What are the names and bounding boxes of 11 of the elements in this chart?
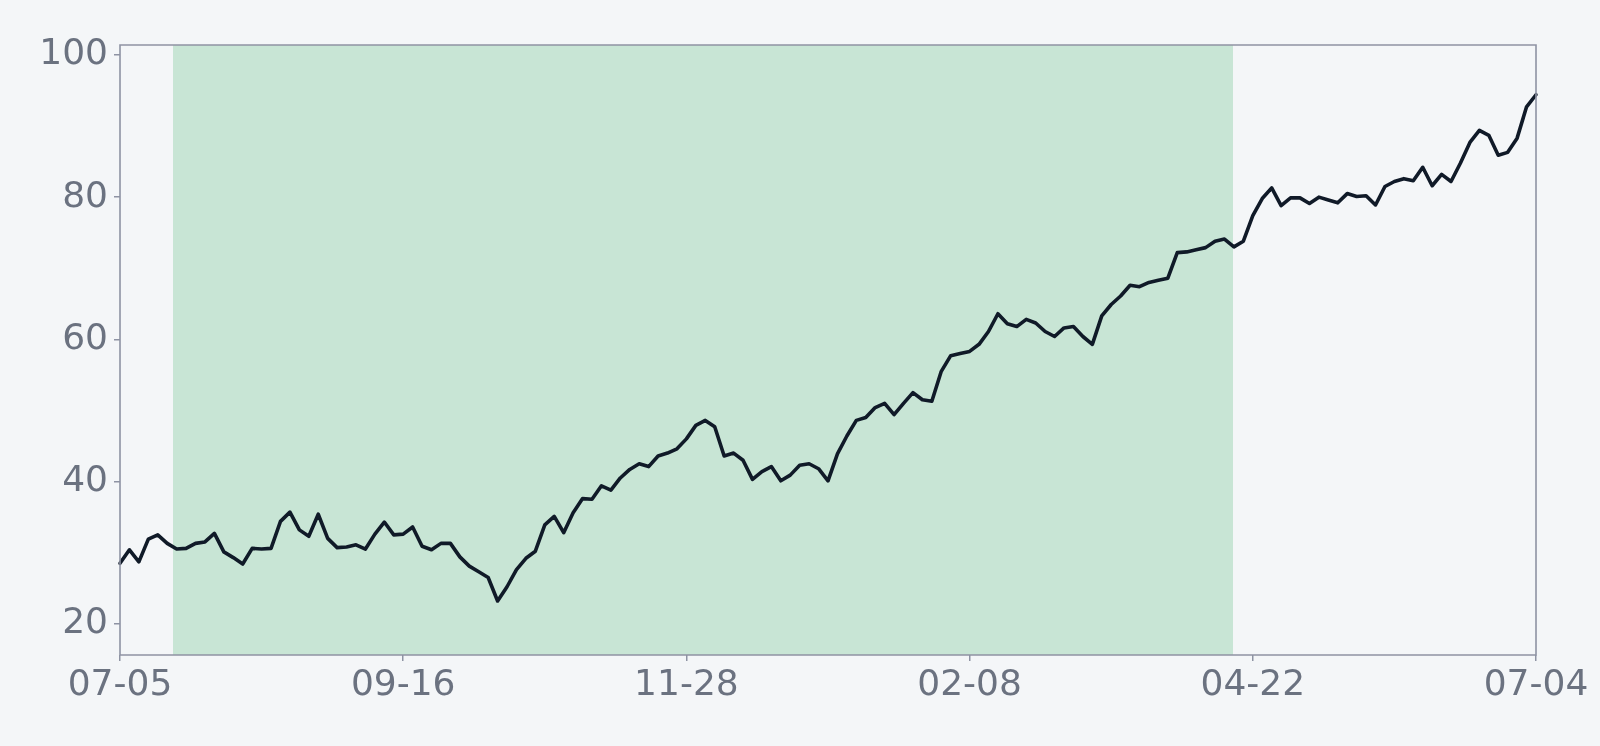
x-tick-label: 07-04: [1483, 661, 1589, 703]
y-tick-label: 20: [62, 600, 108, 642]
y-tick-label: 80: [62, 173, 108, 215]
x-tick-label: 11-28: [634, 661, 739, 703]
y-tick-label: 40: [62, 457, 108, 499]
x-tick-label: 09-16: [350, 661, 456, 703]
x-tick-label: 04-22: [1200, 661, 1306, 703]
x-tick-label: 07-05: [67, 661, 173, 703]
y-tick-label: 100: [39, 31, 108, 73]
x-tick-label: 02-08: [917, 661, 1022, 703]
y-tick-label: 60: [62, 315, 108, 357]
